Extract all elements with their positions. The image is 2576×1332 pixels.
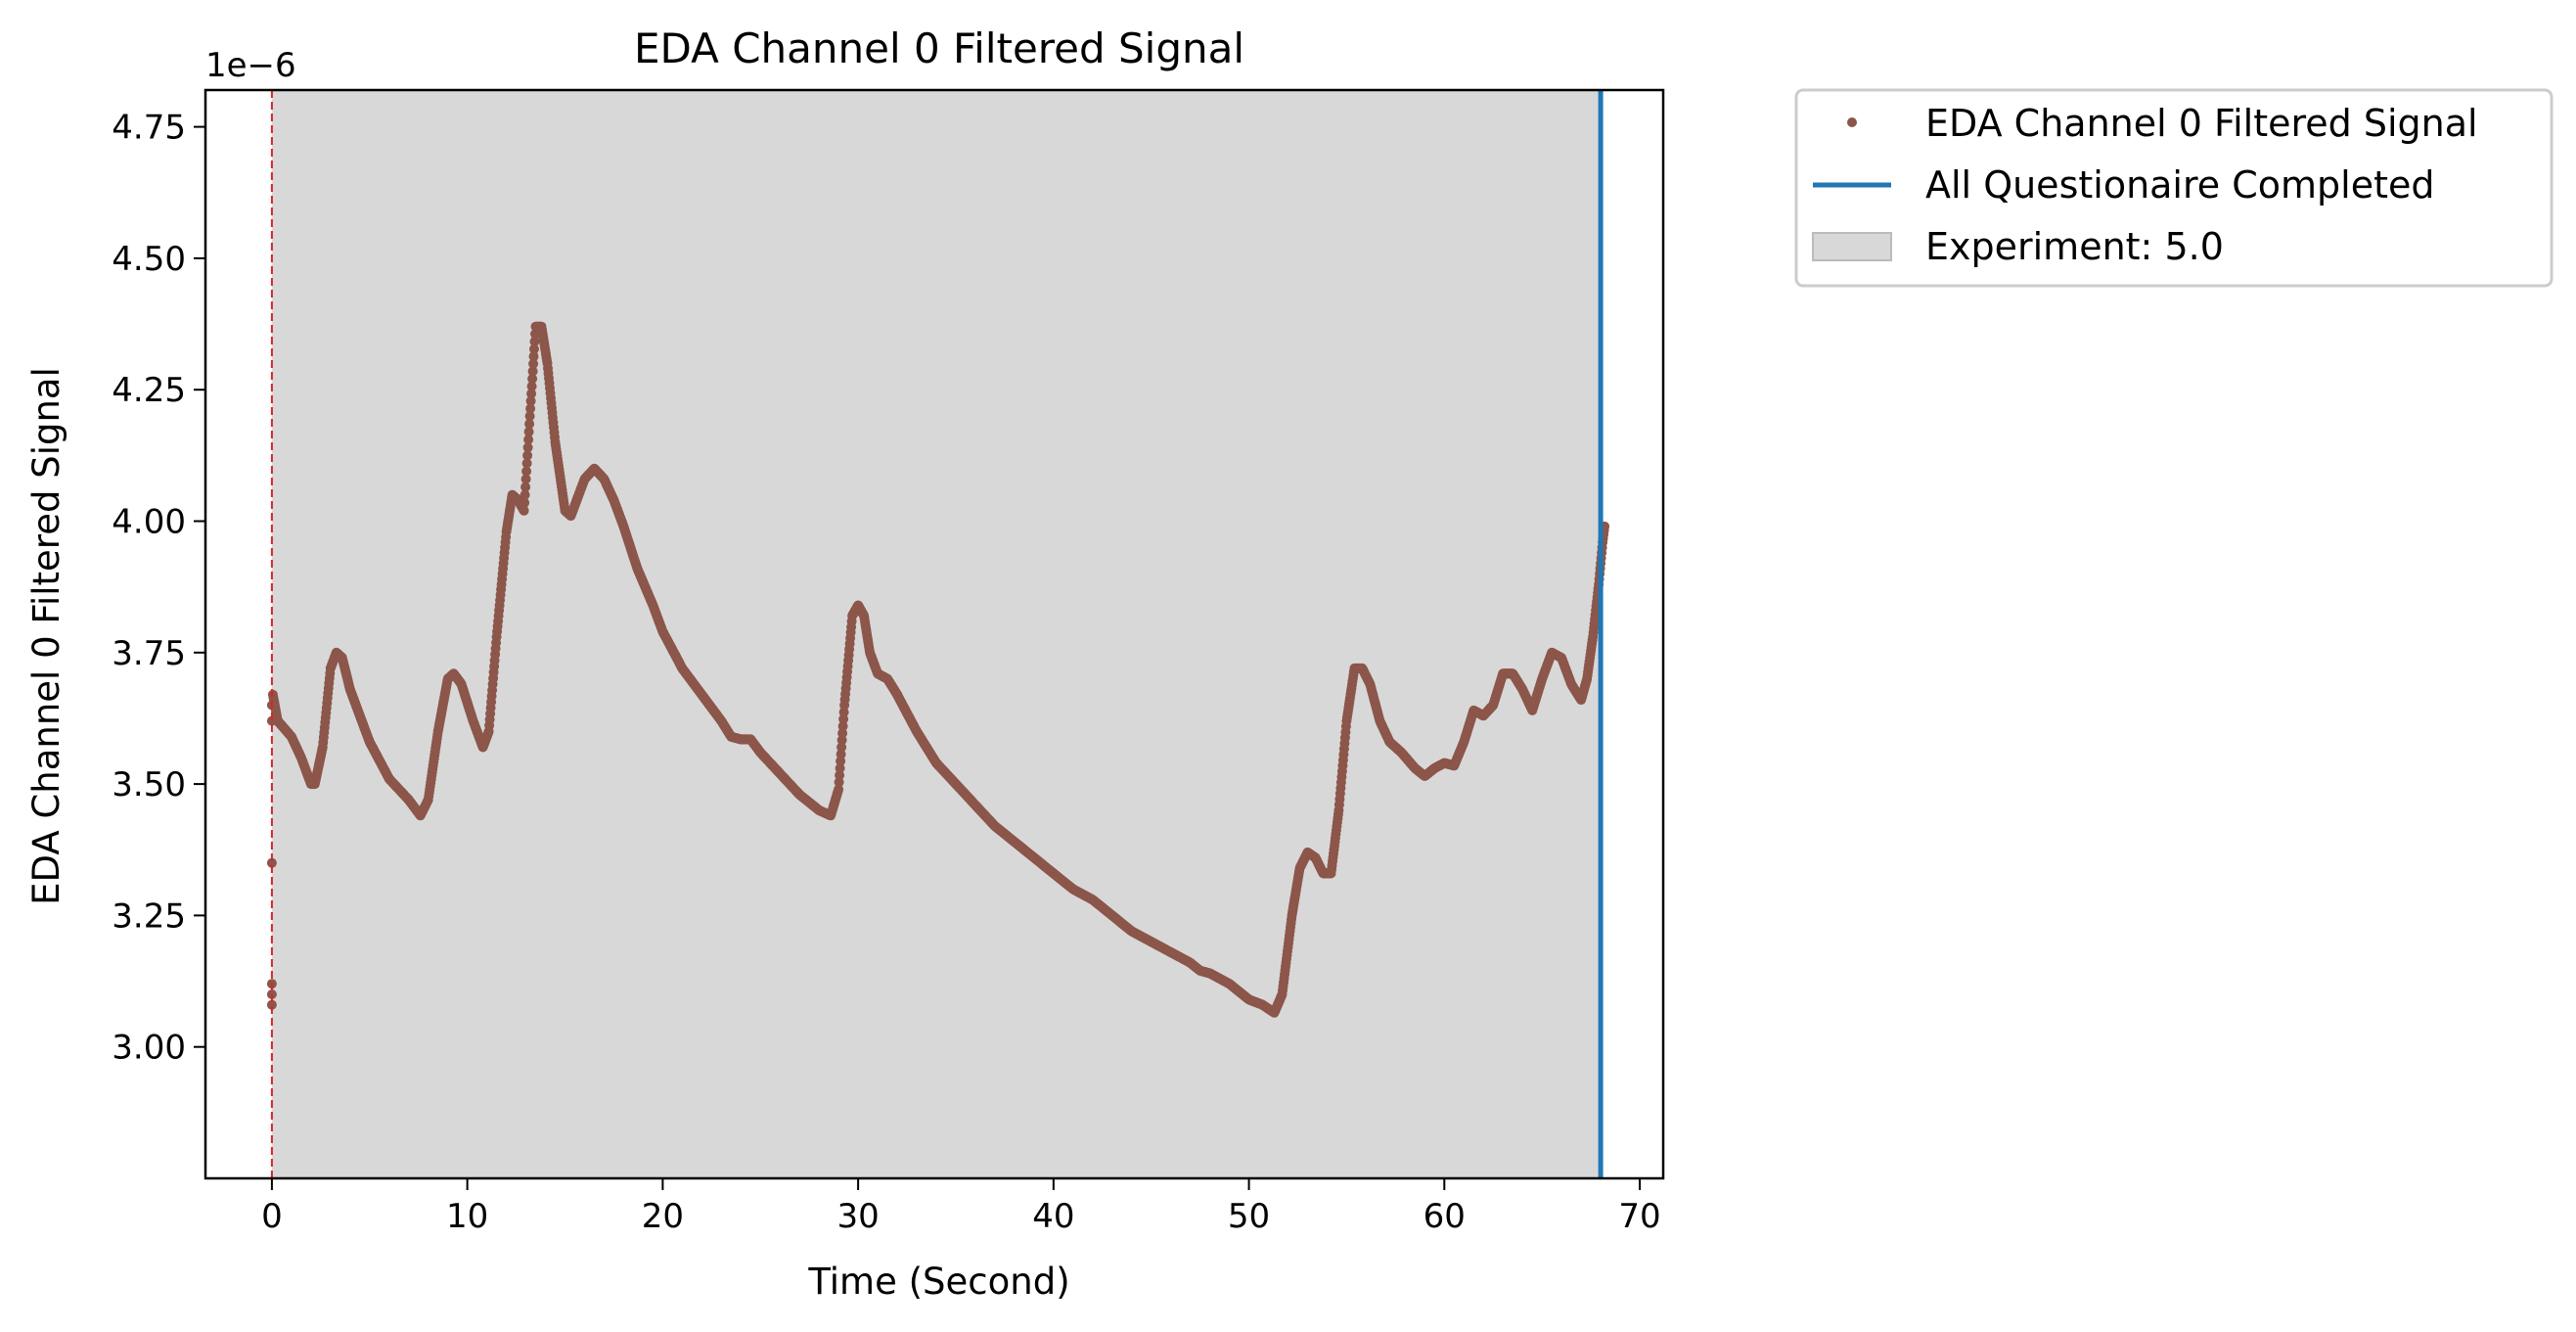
signal-point — [550, 432, 560, 442]
signal-point — [266, 999, 277, 1010]
signal-point — [524, 419, 535, 430]
x-tick-label: 50 — [1228, 1197, 1270, 1236]
signal-point — [524, 411, 535, 422]
signal-point — [525, 395, 536, 406]
legend-marker-experiment — [1812, 232, 1892, 261]
signal-point — [835, 770, 845, 781]
signal-point — [1340, 721, 1351, 732]
signal-point — [838, 707, 849, 717]
legend-frame — [1794, 88, 2553, 288]
chart-title: EDA Channel 0 Filtered Signal — [634, 24, 1244, 72]
signal-point — [526, 389, 537, 399]
signal-point — [522, 450, 533, 461]
signal-point — [527, 374, 538, 384]
x-tick-label: 0 — [261, 1197, 283, 1236]
signal-point — [529, 344, 539, 354]
signal-point — [522, 442, 533, 453]
signal-point — [837, 728, 848, 739]
signal-point — [521, 466, 532, 477]
signal-point — [521, 458, 532, 469]
signal-point — [317, 744, 328, 755]
signal-point — [836, 742, 847, 753]
experiment-region — [271, 90, 1602, 1178]
y-tick-label: 4.50 — [112, 240, 186, 279]
signal-point — [491, 637, 502, 648]
x-tick-label: 10 — [446, 1197, 488, 1236]
y-tick-label: 3.25 — [112, 896, 186, 936]
y-offset-label: 1e−6 — [205, 46, 296, 85]
signal-point — [523, 427, 534, 437]
signal-point — [520, 489, 530, 500]
y-tick-label: 4.00 — [112, 503, 186, 542]
signal-point — [835, 763, 845, 773]
signal-point — [1587, 635, 1598, 646]
y-tick-label: 3.50 — [112, 765, 186, 804]
signal-point — [542, 355, 552, 366]
x-tick-label: 20 — [642, 1197, 684, 1236]
x-tick-label: 40 — [1032, 1197, 1074, 1236]
plot-frame — [203, 88, 1665, 1180]
plot-area — [266, 90, 1610, 1178]
signal-point — [836, 756, 846, 766]
signal-point — [520, 482, 531, 492]
legend-label-questionnaire: All Questionaire Completed — [1925, 163, 2435, 207]
signal-point — [836, 749, 846, 759]
signal-point — [528, 351, 539, 362]
signal-point — [834, 777, 844, 788]
signal-point — [526, 381, 537, 391]
y-axis-label: EDA Channel 0 Filtered Signal — [25, 367, 68, 905]
signal-point — [483, 727, 494, 738]
x-tick-label: 70 — [1618, 1197, 1660, 1236]
x-tick-label: 60 — [1424, 1197, 1466, 1236]
signal-point — [501, 531, 512, 542]
signal-point — [529, 337, 540, 346]
axes: 0 10 20 30 40 50 60 70 3.00 3.25 3.50 3.75 4.00 4.25 4… — [112, 88, 1665, 1236]
y-tick-label: 3.00 — [112, 1029, 186, 1068]
signal-point — [523, 435, 534, 445]
signal-point — [266, 857, 277, 868]
signal-point — [520, 497, 530, 508]
signal-point — [838, 713, 849, 724]
signal-series — [266, 321, 1610, 1018]
legend-marker-signal — [1847, 117, 1857, 127]
signal-point — [836, 735, 847, 746]
plot-content — [266, 90, 1610, 1178]
signal-point — [833, 786, 843, 797]
signal-point — [1333, 809, 1343, 819]
signal-point — [528, 358, 539, 369]
legend-label-experiment: Experiment: 5.0 — [1925, 225, 2224, 268]
signal-point — [527, 366, 538, 377]
x-tick-label: 30 — [836, 1197, 879, 1236]
y-tick-label: 4.75 — [112, 109, 186, 148]
signal-point — [520, 474, 531, 484]
signal-point — [837, 721, 848, 731]
y-tick-label: 4.25 — [112, 371, 186, 410]
x-axis-label: Time (Second) — [807, 1261, 1069, 1303]
signal-point — [525, 403, 536, 414]
legend: EDA Channel 0 Filtered Signal All Questi… — [1794, 88, 2553, 288]
y-tick-label: 3.75 — [112, 634, 186, 673]
legend-label-signal: EDA Channel 0 Filtered Signal — [1925, 102, 2478, 145]
